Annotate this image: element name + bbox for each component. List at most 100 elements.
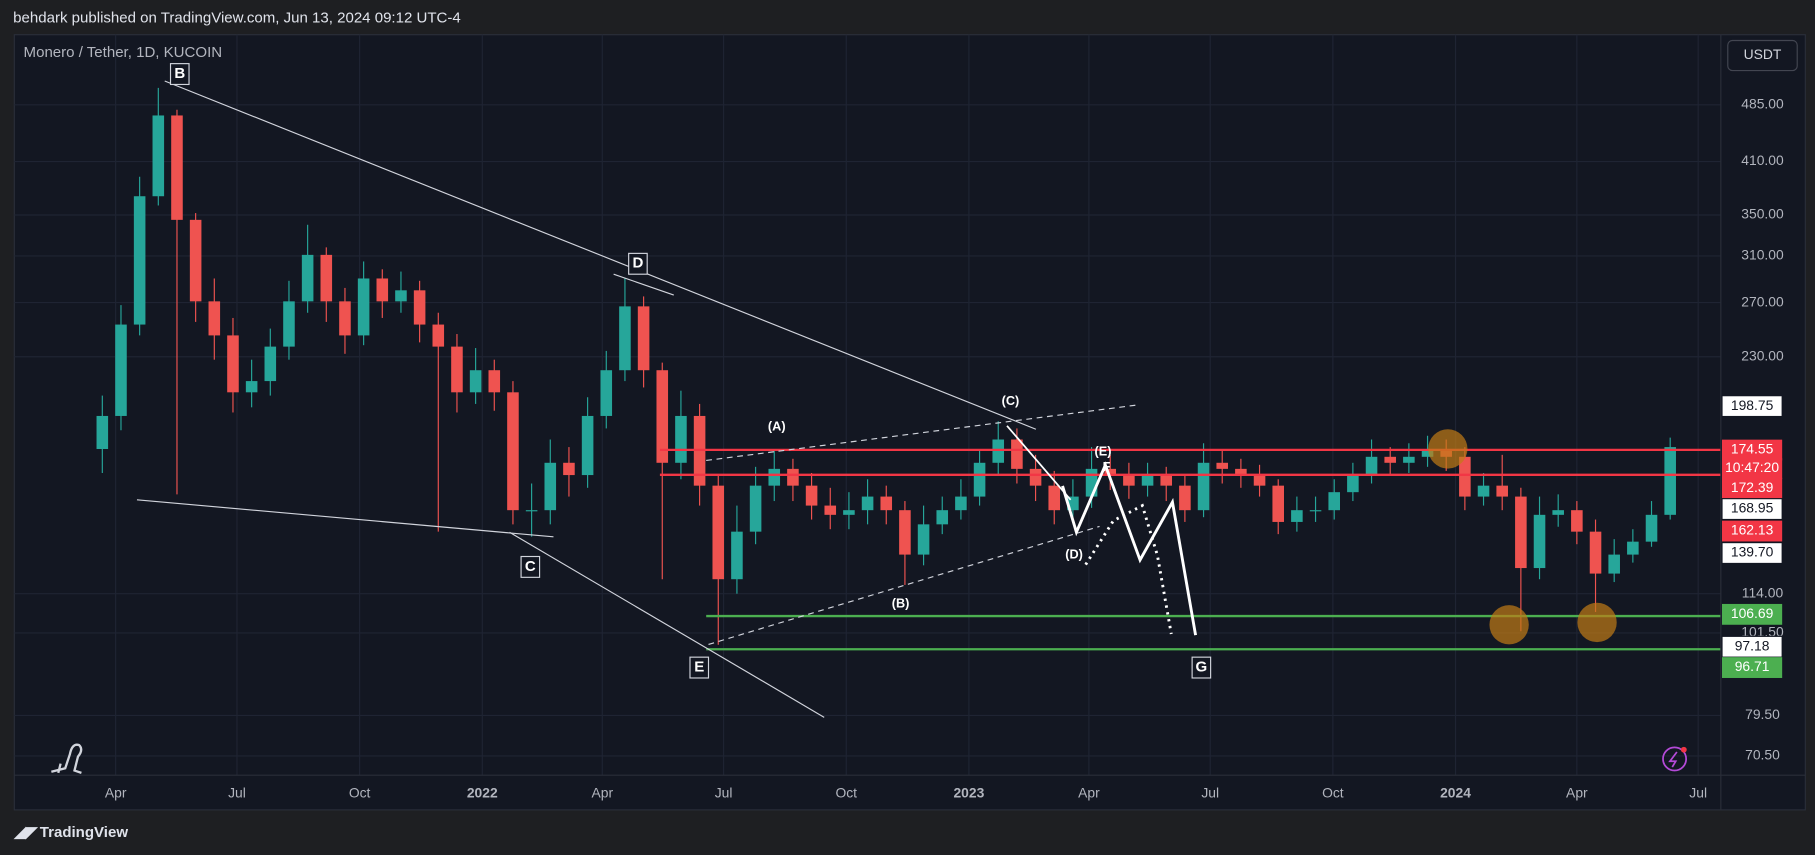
annotation-box [689, 656, 710, 679]
candle-body [1141, 475, 1154, 486]
candle-body [264, 346, 277, 382]
notification-dot [1680, 746, 1687, 753]
chart-area [13, 34, 1806, 811]
candle-body [208, 301, 221, 336]
drawings: B D C E G (A) (B) (C) (D) (E)F [136, 63, 1617, 718]
candle-body [1533, 514, 1546, 569]
candle-body [227, 335, 239, 393]
candle-body [357, 278, 370, 336]
price-labels: 198.75 174.55 172.39 168.95 162.13 139.70 106.… [1721, 395, 1783, 678]
highlight-circle [1489, 605, 1529, 645]
candle-body [301, 254, 314, 302]
candle-body [973, 462, 986, 497]
price-label: 168.95 [1731, 500, 1774, 516]
candle-body [1645, 514, 1658, 542]
x-tick-label: Apr [105, 784, 127, 800]
candle-body [1067, 496, 1079, 511]
candle-body [768, 468, 781, 486]
dashed-line [708, 525, 1100, 645]
candle-body [507, 392, 519, 511]
candle-body [1309, 510, 1322, 512]
y-tick-label: 70.50 [1745, 747, 1780, 763]
candle-body [283, 301, 295, 347]
x-tick-label: Apr [1078, 784, 1100, 800]
annotation: B [174, 65, 185, 82]
dino-icon[interactable] [51, 743, 83, 774]
candle-body [488, 370, 501, 393]
lightning-icon [1668, 751, 1678, 768]
countdown-box [1722, 458, 1783, 479]
trend-line [509, 531, 825, 718]
x-tick-label: Jul [1201, 784, 1219, 800]
brand-text: TradingView [40, 824, 129, 841]
annotation-box [169, 63, 190, 86]
candle-body [376, 278, 389, 302]
candle-body [413, 290, 426, 325]
candle-body [1029, 468, 1042, 486]
lightning-button[interactable] [1662, 746, 1688, 772]
plot [96, 87, 1721, 651]
highlight-circle [1428, 429, 1468, 469]
chart-legend: Monero / Tether, 1D, KUCOIN [24, 44, 223, 61]
candle-body [1104, 468, 1117, 476]
x-tick-label: Apr [1566, 784, 1588, 800]
annotation-box [520, 555, 541, 578]
wave-line [1006, 425, 1072, 501]
candle-body [451, 346, 463, 393]
price-label-box [1722, 657, 1783, 678]
x-tick-label: Oct [835, 784, 857, 800]
price-label: 96.71 [1735, 658, 1770, 674]
price-label-box [1722, 520, 1783, 542]
price-label-box [1721, 542, 1783, 565]
currency-label[interactable]: USDT [1744, 46, 1782, 62]
header-text: behdark published on TradingView.com, Ju… [13, 9, 461, 26]
candle-body [619, 306, 631, 371]
candle-body [749, 485, 762, 532]
candle-body [824, 505, 837, 515]
price-label: 174.55 [1731, 441, 1774, 457]
y-tick-label: 101.50 [1741, 624, 1784, 640]
candle-body [1477, 485, 1490, 497]
annotation: C [525, 558, 536, 575]
wave-path [1061, 461, 1198, 636]
trend-line [164, 80, 1037, 430]
candle-body [1515, 496, 1527, 569]
candle-body [936, 510, 949, 525]
currency-button[interactable] [1727, 39, 1798, 72]
candle-body [171, 115, 183, 220]
candle-body [843, 510, 855, 515]
y-tick-label: 310.00 [1741, 247, 1784, 263]
price-label-box [1721, 498, 1783, 521]
candle-body [1011, 439, 1023, 469]
candle-body [880, 496, 893, 511]
annotation-box [628, 252, 648, 275]
candle-body [1552, 510, 1564, 515]
x-tick-label: Jul [228, 784, 246, 800]
candle-body [1347, 475, 1359, 493]
annotation: (E) [1095, 444, 1112, 459]
candle-body [525, 510, 538, 512]
candle-body [1253, 475, 1266, 486]
candle-body [1459, 456, 1471, 497]
candle-body [992, 439, 1005, 463]
candle-body [899, 510, 911, 555]
candle-body [1197, 462, 1210, 511]
highlight-circle [1577, 602, 1617, 643]
trend-line [613, 273, 674, 296]
x-tick-label: Apr [591, 784, 613, 800]
price-label: 139.70 [1731, 544, 1774, 560]
candle-body [600, 370, 613, 416]
annotation-box [1191, 656, 1212, 679]
candle-body [544, 462, 557, 511]
candle-body [1384, 456, 1396, 463]
candle-body [1160, 475, 1173, 486]
price-label-box [1722, 439, 1783, 461]
candle-body [656, 370, 669, 463]
candle-body [917, 524, 930, 555]
candle-body [712, 485, 725, 580]
annotation: G [1196, 659, 1208, 676]
trend-line [136, 499, 554, 538]
price-label: 198.75 [1731, 397, 1774, 413]
